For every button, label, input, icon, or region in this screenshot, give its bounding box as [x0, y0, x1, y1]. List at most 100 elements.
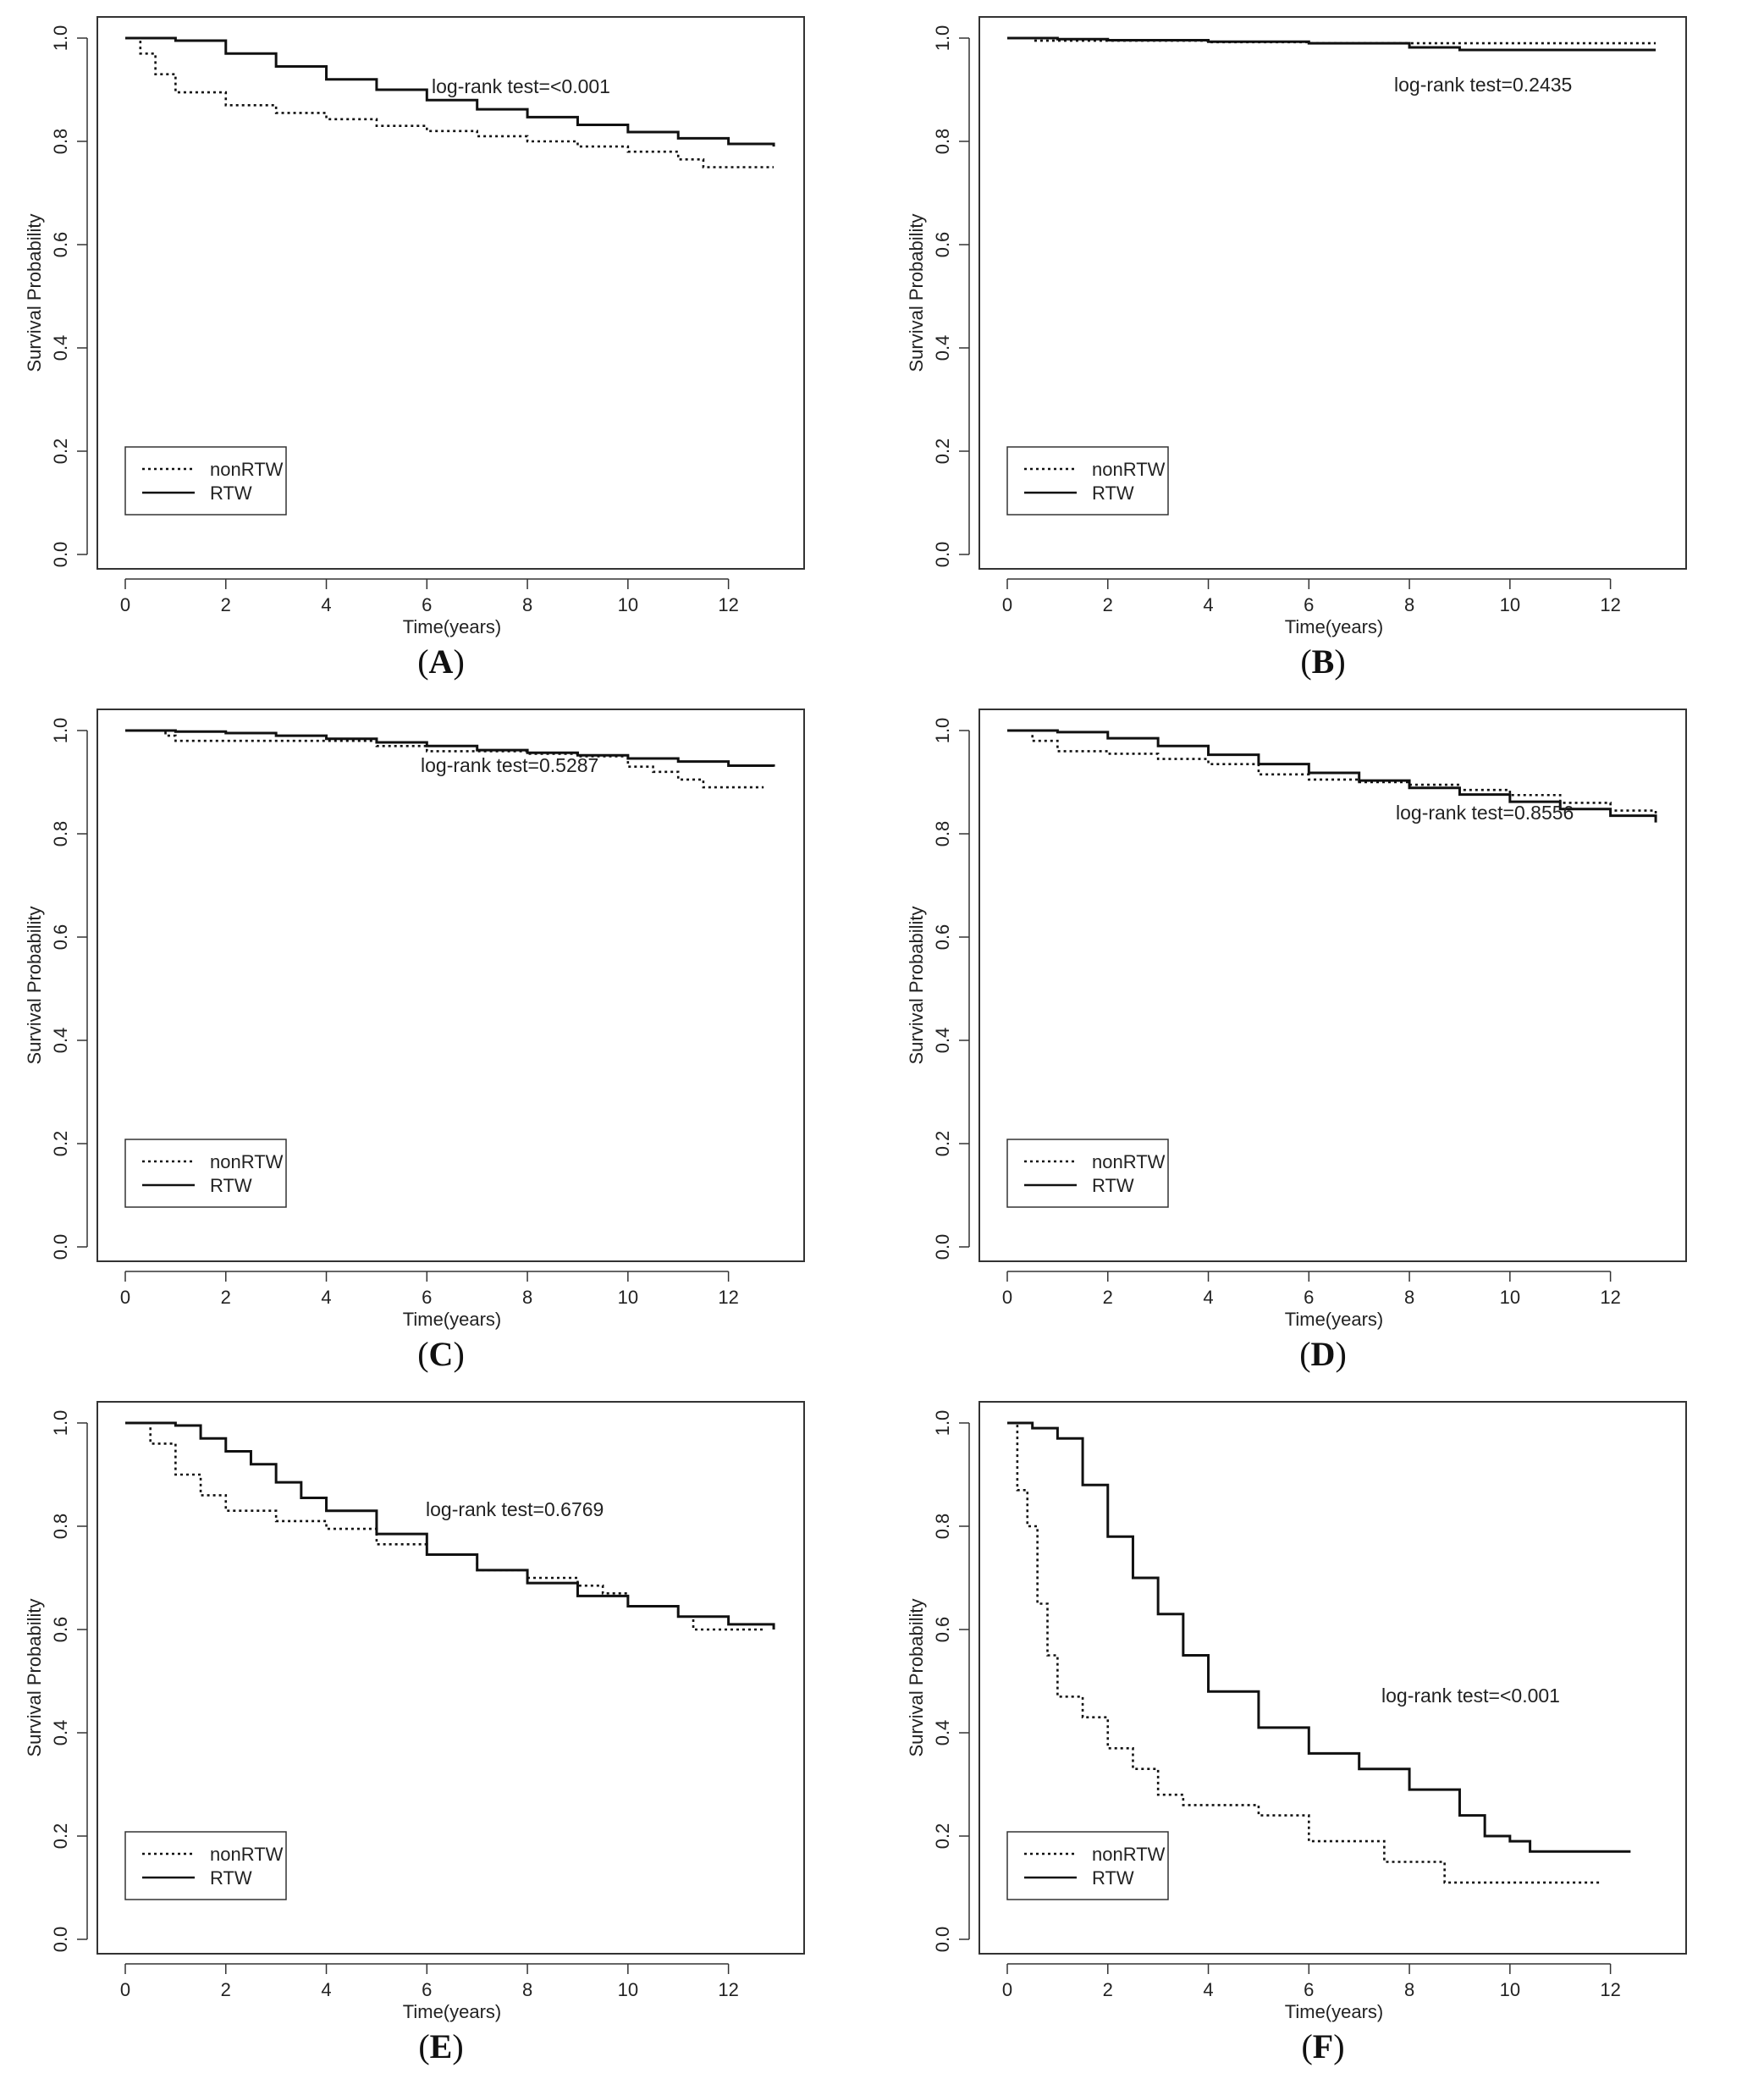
x-tick-label-a-1: 2 [221, 594, 231, 615]
y-tick-label-f-1: 0.2 [932, 1823, 953, 1850]
y-tick-label-c-4: 0.8 [50, 821, 71, 847]
legend-label-d-rtw: RTW [1092, 1175, 1134, 1196]
x-tick-label-f-6: 12 [1600, 1979, 1620, 2000]
x-tick-label-a-4: 8 [522, 594, 532, 615]
legend-label-d-nonrtw: nonRTW [1092, 1151, 1166, 1172]
x-axis-label-b: Time(years) [1285, 616, 1384, 637]
logrank-annotation-d: log-rank test=0.8556 [1396, 802, 1574, 824]
y-tick-label-b-0: 0.0 [932, 542, 953, 568]
series-line-f-nonrtw [1007, 1421, 1601, 1884]
y-tick-label-a-1: 0.2 [50, 438, 71, 465]
x-tick-label-f-0: 0 [1002, 1979, 1012, 2000]
x-axis-label-e: Time(years) [403, 2001, 502, 2022]
y-tick-label-d-1: 0.2 [932, 1131, 953, 1157]
legend-label-c-nonrtw: nonRTW [210, 1151, 284, 1172]
y-axis-label-f: Survival Probability [906, 1598, 927, 1756]
legend-label-c-rtw: RTW [210, 1175, 252, 1196]
x-tick-label-e-3: 6 [422, 1979, 432, 2000]
x-tick-label-c-0: 0 [120, 1287, 130, 1308]
y-tick-label-f-2: 0.4 [932, 1720, 953, 1746]
panel-caption-f: (F) [1301, 2027, 1345, 2065]
y-tick-label-e-0: 0.0 [50, 1927, 71, 1953]
panel-caption-d: (D) [1299, 1335, 1347, 1373]
series-line-b-nonrtw [1007, 36, 1657, 45]
y-tick-label-b-4: 0.8 [932, 129, 953, 155]
panel-caption-c: (C) [417, 1335, 465, 1373]
x-tick-label-a-2: 4 [321, 594, 331, 615]
x-axis-label-f: Time(years) [1285, 2001, 1384, 2022]
plot-frame-a [96, 16, 805, 570]
x-tick-label-c-4: 8 [522, 1287, 532, 1308]
legend-box-c [124, 1139, 287, 1208]
logrank-annotation-e: log-rank test=0.6769 [426, 1498, 604, 1520]
y-tick-label-f-3: 0.6 [932, 1617, 953, 1643]
legend-box-e [124, 1831, 287, 1900]
x-tick-label-d-3: 6 [1304, 1287, 1314, 1308]
y-tick-label-a-4: 0.8 [50, 129, 71, 155]
logrank-annotation-f: log-rank test=<0.001 [1381, 1685, 1560, 1707]
x-tick-label-c-3: 6 [422, 1287, 432, 1308]
chart-b: 0 2 4 6 8 10 12 Time(years) 0.0 0.2 0.4 0.6 0.8 1.0 Su… [906, 16, 1687, 637]
x-tick-label-e-1: 2 [221, 1979, 231, 2000]
y-tick-label-e-2: 0.4 [50, 1720, 71, 1746]
caption-label-a: A [428, 642, 454, 681]
x-tick-label-e-4: 8 [522, 1979, 532, 2000]
x-axis-label-c: Time(years) [403, 1309, 502, 1330]
x-tick-label-a-3: 6 [422, 594, 432, 615]
x-tick-label-b-6: 12 [1600, 594, 1620, 615]
legend-box-d [1006, 1139, 1169, 1208]
y-tick-label-f-5: 1.0 [932, 1410, 953, 1437]
caption-label-e: E [429, 2027, 453, 2065]
panel-caption-a: (A) [417, 642, 465, 681]
chart-c: 0 2 4 6 8 10 12 Time(years) 0.0 0.2 0.4 0.6 0.8 1.0 Su… [24, 709, 805, 1330]
y-tick-label-f-0: 0.0 [932, 1927, 953, 1953]
series-line-e-nonrtw [125, 1421, 764, 1631]
plot-frame-b [978, 16, 1687, 570]
legend-label-e-rtw: RTW [210, 1867, 252, 1889]
y-tick-label-e-4: 0.8 [50, 1514, 71, 1540]
chart-a: 0 2 4 6 8 10 12 Time(years) 0.0 0.2 0.4 0.6 0.8 1.0 Su… [24, 16, 805, 637]
x-tick-label-a-5: 10 [618, 594, 638, 615]
plot-frame-e [96, 1401, 805, 1955]
series-line-c-rtw [125, 729, 775, 767]
y-tick-label-a-2: 0.4 [50, 335, 71, 361]
legend-box-b [1006, 446, 1169, 516]
x-tick-label-b-2: 4 [1203, 594, 1213, 615]
y-tick-label-e-1: 0.2 [50, 1823, 71, 1850]
x-tick-label-e-0: 0 [120, 1979, 130, 2000]
y-axis-label-a: Survival Probability [24, 213, 45, 372]
x-tick-label-d-5: 10 [1500, 1287, 1520, 1308]
legend-label-e-nonrtw: nonRTW [210, 1844, 284, 1865]
logrank-annotation-c: log-rank test=0.5287 [421, 754, 598, 776]
panel-f: 0 2 4 6 8 10 12 Time(years) 0.0 0.2 0.4 0.6 0.8 1.0 Su… [882, 1385, 1764, 2071]
y-tick-label-b-1: 0.2 [932, 438, 953, 465]
x-tick-label-c-6: 12 [718, 1287, 738, 1308]
panel-e: 0 2 4 6 8 10 12 Time(years) 0.0 0.2 0.4 0.6 0.8 1.0 Su… [0, 1385, 882, 2071]
y-tick-label-f-4: 0.8 [932, 1514, 953, 1540]
chart-e: 0 2 4 6 8 10 12 Time(years) 0.0 0.2 0.4 0.6 0.8 1.0 Su… [24, 1401, 805, 2022]
x-tick-label-d-2: 4 [1203, 1287, 1213, 1308]
x-tick-label-d-0: 0 [1002, 1287, 1012, 1308]
legend-box-f [1006, 1831, 1169, 1900]
y-axis-label-b: Survival Probability [906, 213, 927, 372]
x-tick-label-d-6: 12 [1600, 1287, 1620, 1308]
panel-a: 0 2 4 6 8 10 12 Time(years) 0.0 0.2 0.4 0.6 0.8 1.0 Su… [0, 0, 882, 686]
panel-caption-b: (B) [1300, 642, 1346, 681]
plot-frame-f [978, 1401, 1687, 1955]
y-tick-label-c-0: 0.0 [50, 1234, 71, 1260]
x-tick-label-e-2: 4 [321, 1979, 331, 2000]
plot-frame-c [96, 709, 805, 1262]
y-tick-label-d-4: 0.8 [932, 821, 953, 847]
x-tick-label-f-2: 4 [1203, 1979, 1213, 2000]
chart-f: 0 2 4 6 8 10 12 Time(years) 0.0 0.2 0.4 0.6 0.8 1.0 Su… [906, 1401, 1687, 2022]
x-tick-label-c-1: 2 [221, 1287, 231, 1308]
x-tick-label-f-3: 6 [1304, 1979, 1314, 2000]
y-tick-label-b-3: 0.6 [932, 232, 953, 258]
y-tick-label-d-0: 0.0 [932, 1234, 953, 1260]
x-tick-label-b-5: 10 [1500, 594, 1520, 615]
x-tick-label-a-6: 12 [718, 594, 738, 615]
y-tick-label-e-5: 1.0 [50, 1410, 71, 1437]
legend-label-a-rtw: RTW [210, 483, 252, 504]
legend-label-f-rtw: RTW [1092, 1867, 1134, 1889]
